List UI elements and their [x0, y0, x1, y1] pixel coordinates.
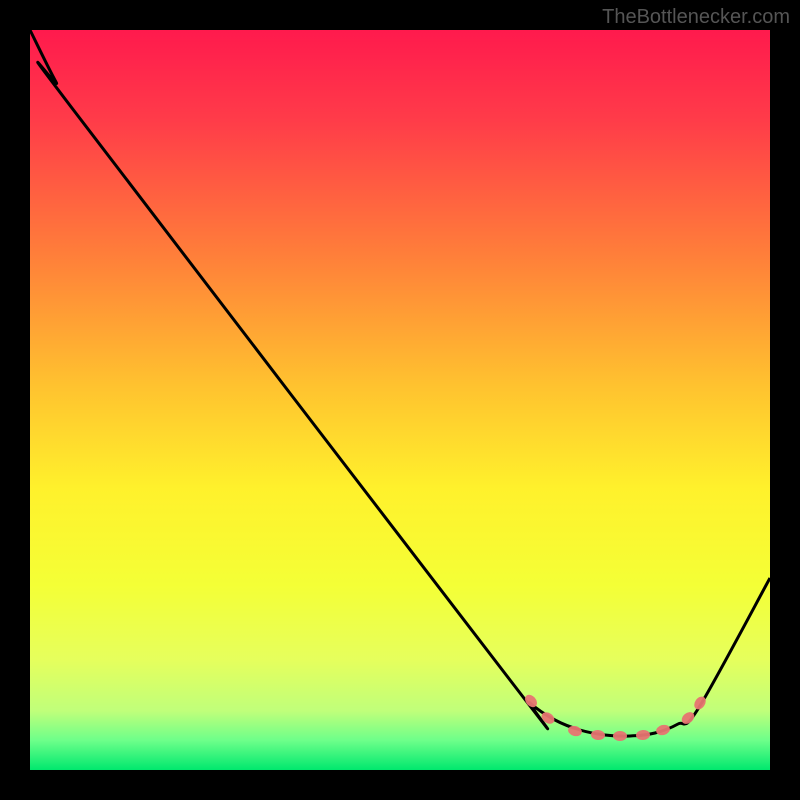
chart-background	[30, 30, 770, 770]
watermark-text: TheBottlenecker.com	[602, 6, 790, 29]
chart-container: TheBottlenecker.com	[0, 0, 800, 800]
chart-svg	[0, 0, 800, 800]
curve-marker	[613, 731, 627, 741]
